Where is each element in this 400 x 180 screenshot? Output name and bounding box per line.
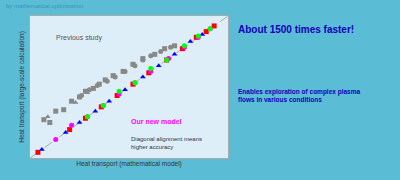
svg-text:by mathematical optimization: by mathematical optimization [6,3,83,9]
svg-text:Previous study: Previous study [56,34,102,42]
svg-text:Heat transport (mathematical m: Heat transport (mathematical model) [76,160,182,168]
svg-text:Diagonal alignment meanshigher: Diagonal alignment meanshigher accuracy [131,136,202,150]
svg-text:Enables exploration of complex: Enables exploration of complex plasmaflo… [238,88,360,103]
svg-text:Our new model: Our new model [131,118,182,125]
svg-text:About 1500 times faster!: About 1500 times faster! [238,24,354,35]
svg-text:Heat transport (large-scale ca: Heat transport (large-scale calculation) [18,31,26,143]
